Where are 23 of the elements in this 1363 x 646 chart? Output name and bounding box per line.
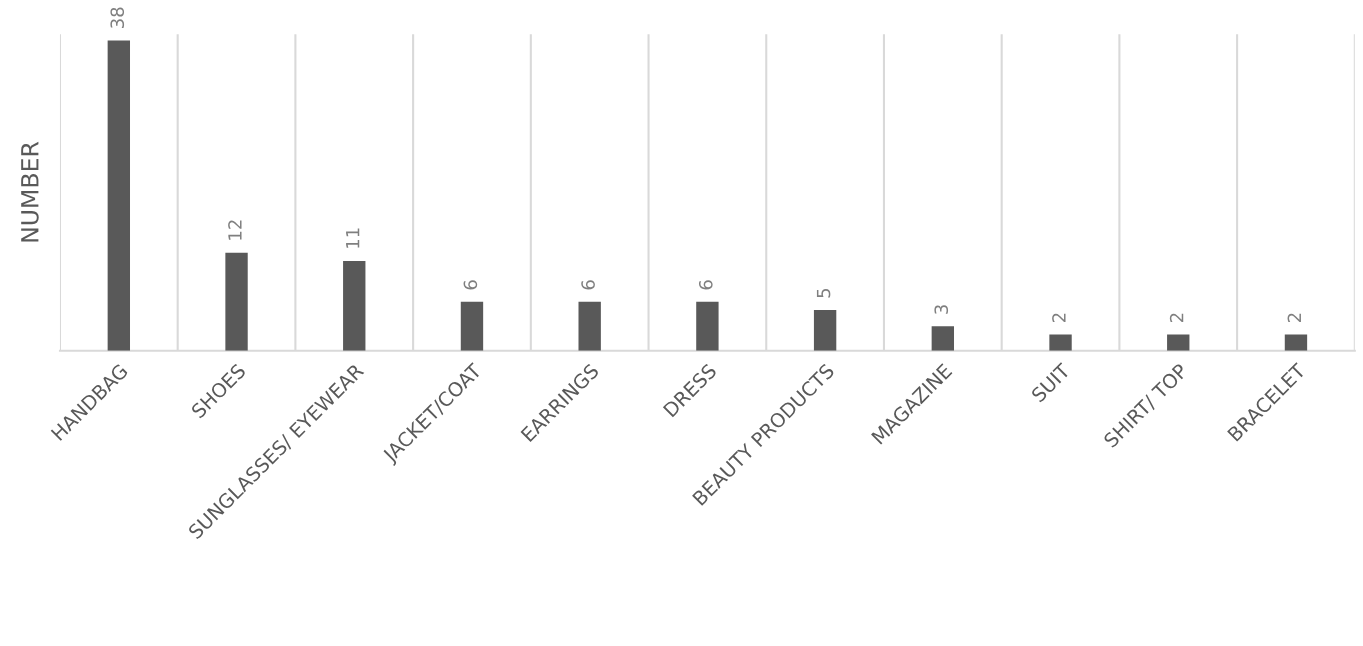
y-axis-title: NUMBER xyxy=(21,141,39,242)
bar xyxy=(107,40,131,351)
data-label: 11 xyxy=(346,228,360,248)
data-label: 2 xyxy=(1169,313,1184,323)
data-label: 6 xyxy=(581,280,595,290)
data-label: 2 xyxy=(1052,313,1066,323)
bar xyxy=(578,301,601,351)
bar xyxy=(1049,334,1072,351)
bar xyxy=(696,301,719,351)
data-label: 2 xyxy=(1287,313,1301,323)
bar xyxy=(1284,334,1308,351)
data-label: 12 xyxy=(228,220,242,240)
bar xyxy=(1167,334,1190,351)
data-label: 38 xyxy=(110,7,125,28)
bar xyxy=(931,326,955,351)
data-label: 5 xyxy=(816,288,831,298)
data-label: 6 xyxy=(698,280,713,290)
bar xyxy=(813,309,837,351)
data-label: 6 xyxy=(463,280,478,290)
bar xyxy=(225,252,248,351)
bar xyxy=(460,301,484,351)
bar xyxy=(343,260,366,351)
data-label: 3 xyxy=(934,305,949,314)
